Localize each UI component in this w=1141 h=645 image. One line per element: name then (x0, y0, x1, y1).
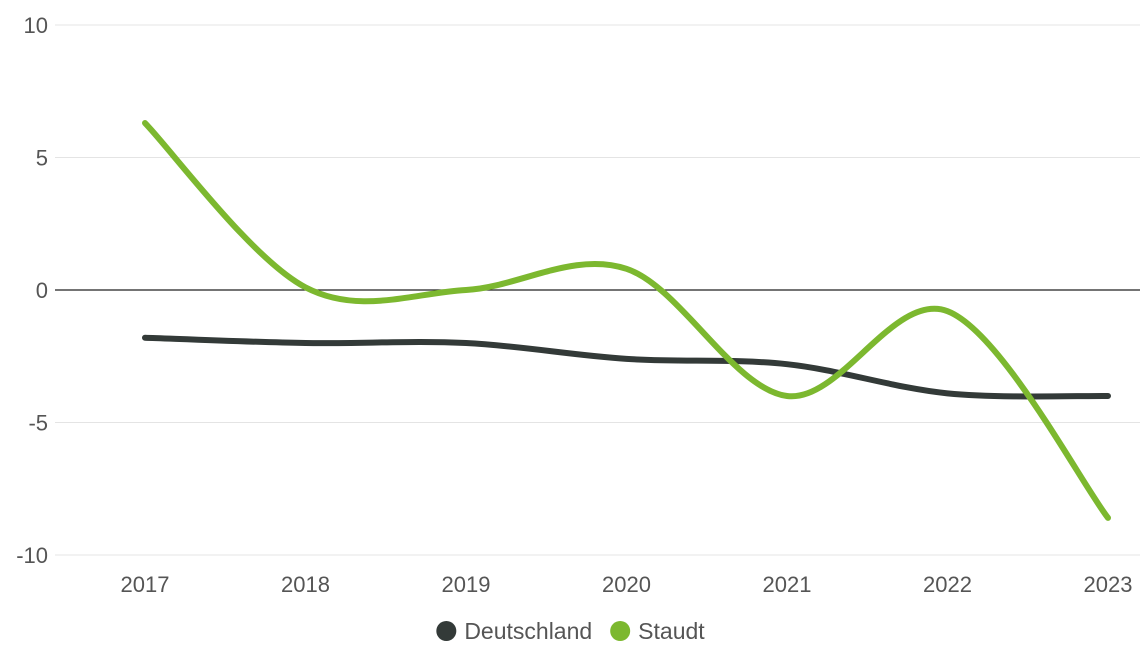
grid (55, 24, 1140, 556)
legend-marker (610, 621, 631, 641)
x-tick-label: 2017 (121, 572, 170, 597)
legend: Deutschland Staudt (436, 618, 705, 644)
legend-marker (436, 621, 457, 641)
x-tick-label: 2018 (281, 572, 330, 597)
y-tick-label: -5 (28, 411, 48, 436)
legend-item-staudt[interactable]: Staudt (610, 618, 705, 644)
legend-item-deutschland[interactable]: Deutschland (436, 618, 592, 644)
y-tick-label: 10 (24, 13, 48, 38)
x-tick-label: 2021 (763, 572, 812, 597)
y-tick-label: -10 (16, 543, 48, 568)
y-axis: 10 5 0 -5 -10 (16, 13, 48, 568)
series-line-deutschland (142, 334, 1111, 400)
legend-label: Deutschland (464, 618, 592, 644)
y-tick-label: 5 (36, 146, 48, 171)
y-tick-label: 0 (36, 278, 48, 303)
series-line-staudt (142, 120, 1111, 521)
x-tick-label: 2023 (1084, 572, 1133, 597)
legend-label: Staudt (638, 618, 705, 644)
series-lines (142, 120, 1111, 521)
x-tick-label: 2019 (442, 572, 491, 597)
x-tick-label: 2022 (923, 572, 972, 597)
x-axis: 2017 2018 2019 2020 2021 2022 2023 (121, 572, 1133, 597)
x-tick-label: 2020 (602, 572, 651, 597)
